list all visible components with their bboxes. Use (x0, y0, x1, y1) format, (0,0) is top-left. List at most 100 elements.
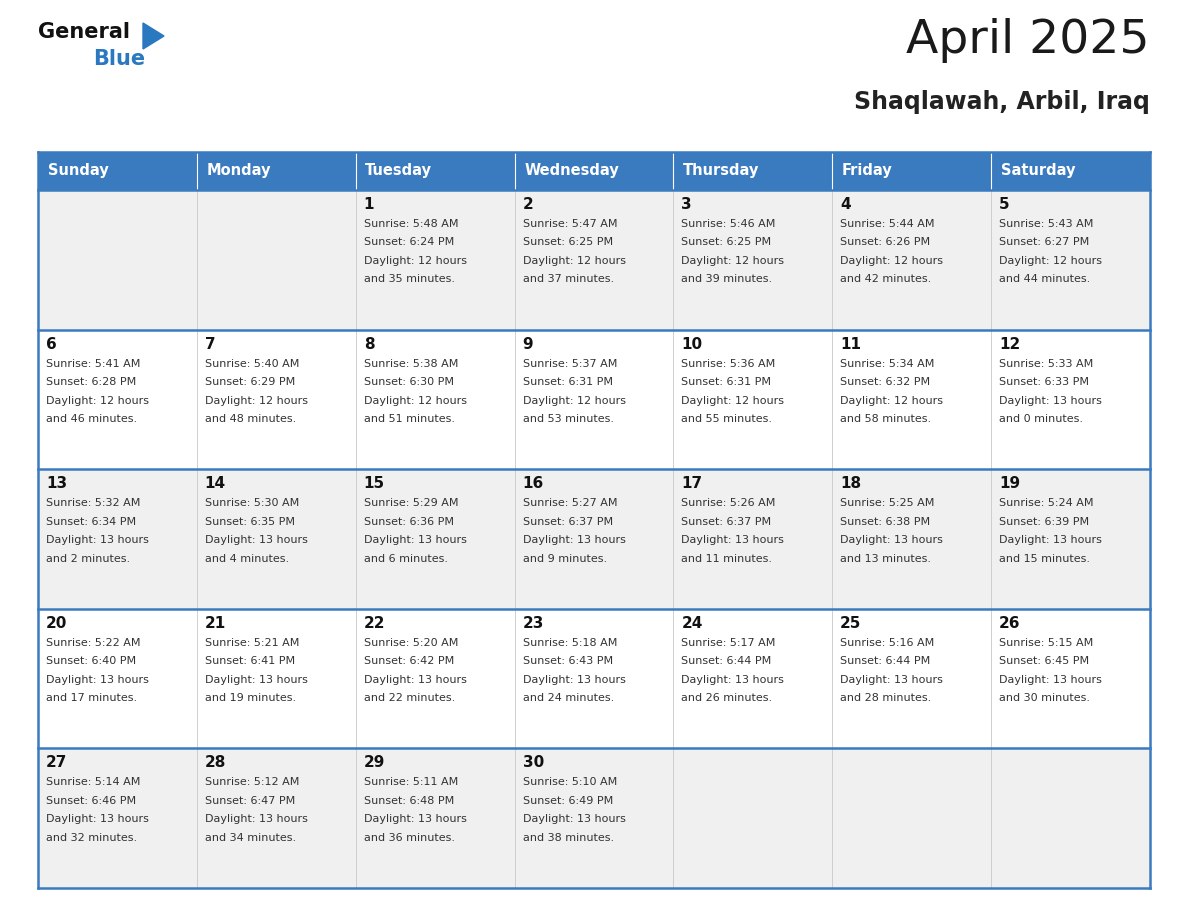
Text: Sunset: 6:36 PM: Sunset: 6:36 PM (364, 517, 454, 527)
Text: Sunset: 6:37 PM: Sunset: 6:37 PM (682, 517, 771, 527)
Bar (38, 152, 197, 190)
Text: 4: 4 (840, 197, 851, 212)
Text: Sunset: 6:44 PM: Sunset: 6:44 PM (840, 656, 930, 666)
Text: 8: 8 (364, 337, 374, 352)
Text: Sunset: 6:26 PM: Sunset: 6:26 PM (840, 238, 930, 248)
Text: and 58 minutes.: and 58 minutes. (840, 414, 931, 424)
Text: Sunrise: 5:22 AM: Sunrise: 5:22 AM (46, 638, 140, 648)
Text: Sunrise: 5:34 AM: Sunrise: 5:34 AM (840, 359, 935, 369)
Text: Sunset: 6:47 PM: Sunset: 6:47 PM (204, 796, 295, 806)
Bar (38, 609, 1150, 748)
Text: and 36 minutes.: and 36 minutes. (364, 833, 455, 843)
Text: 10: 10 (682, 337, 702, 352)
Text: Sunrise: 5:32 AM: Sunrise: 5:32 AM (46, 498, 140, 509)
Text: Sunset: 6:43 PM: Sunset: 6:43 PM (523, 656, 613, 666)
Text: Sunset: 6:39 PM: Sunset: 6:39 PM (999, 517, 1089, 527)
Text: and 17 minutes.: and 17 minutes. (46, 693, 137, 703)
Text: Sunrise: 5:17 AM: Sunrise: 5:17 AM (682, 638, 776, 648)
Text: Sunrise: 5:46 AM: Sunrise: 5:46 AM (682, 219, 776, 229)
Text: Sunset: 6:24 PM: Sunset: 6:24 PM (364, 238, 454, 248)
Text: Daylight: 13 hours: Daylight: 13 hours (364, 675, 467, 685)
Bar (38, 190, 1150, 330)
Text: 25: 25 (840, 616, 861, 631)
Text: Daylight: 13 hours: Daylight: 13 hours (46, 535, 148, 545)
Text: Sunrise: 5:41 AM: Sunrise: 5:41 AM (46, 359, 140, 369)
Bar (38, 469, 1150, 609)
Text: Sunrise: 5:27 AM: Sunrise: 5:27 AM (523, 498, 617, 509)
Text: 13: 13 (46, 476, 67, 491)
Text: Daylight: 12 hours: Daylight: 12 hours (46, 396, 148, 406)
Text: and 42 minutes.: and 42 minutes. (840, 274, 931, 285)
Text: and 2 minutes.: and 2 minutes. (46, 554, 129, 564)
Text: and 34 minutes.: and 34 minutes. (204, 833, 296, 843)
Text: 7: 7 (204, 337, 215, 352)
Text: and 6 minutes.: and 6 minutes. (364, 554, 448, 564)
Text: 1: 1 (364, 197, 374, 212)
Bar (38, 748, 1150, 888)
Text: Sunset: 6:46 PM: Sunset: 6:46 PM (46, 796, 137, 806)
Text: 20: 20 (46, 616, 68, 631)
Text: Sunrise: 5:26 AM: Sunrise: 5:26 AM (682, 498, 776, 509)
Text: Sunrise: 5:11 AM: Sunrise: 5:11 AM (364, 778, 457, 788)
Text: Shaqlawah, Arbil, Iraq: Shaqlawah, Arbil, Iraq (854, 90, 1150, 114)
Text: Daylight: 12 hours: Daylight: 12 hours (364, 256, 467, 266)
Text: Sunset: 6:25 PM: Sunset: 6:25 PM (682, 238, 771, 248)
Text: Sunrise: 5:25 AM: Sunrise: 5:25 AM (840, 498, 935, 509)
Text: 17: 17 (682, 476, 702, 491)
Text: Daylight: 12 hours: Daylight: 12 hours (364, 396, 467, 406)
Text: and 9 minutes.: and 9 minutes. (523, 554, 607, 564)
Text: Monday: Monday (207, 163, 271, 178)
Text: Sunrise: 5:43 AM: Sunrise: 5:43 AM (999, 219, 1093, 229)
Text: Sunrise: 5:21 AM: Sunrise: 5:21 AM (204, 638, 299, 648)
Text: Sunset: 6:30 PM: Sunset: 6:30 PM (364, 377, 454, 387)
Text: Sunset: 6:33 PM: Sunset: 6:33 PM (999, 377, 1089, 387)
Text: 16: 16 (523, 476, 544, 491)
Text: Sunset: 6:31 PM: Sunset: 6:31 PM (523, 377, 613, 387)
Text: Sunrise: 5:30 AM: Sunrise: 5:30 AM (204, 498, 299, 509)
Text: 3: 3 (682, 197, 691, 212)
Text: 27: 27 (46, 756, 68, 770)
Text: Daylight: 12 hours: Daylight: 12 hours (999, 256, 1102, 266)
Text: 23: 23 (523, 616, 544, 631)
Text: Sunrise: 5:47 AM: Sunrise: 5:47 AM (523, 219, 617, 229)
Text: 28: 28 (204, 756, 226, 770)
Text: 19: 19 (999, 476, 1020, 491)
Text: and 32 minutes.: and 32 minutes. (46, 833, 137, 843)
Text: Sunday: Sunday (48, 163, 108, 178)
Text: 11: 11 (840, 337, 861, 352)
Text: 26: 26 (999, 616, 1020, 631)
Text: Sunset: 6:48 PM: Sunset: 6:48 PM (364, 796, 454, 806)
Text: Daylight: 13 hours: Daylight: 13 hours (999, 675, 1102, 685)
Text: Daylight: 13 hours: Daylight: 13 hours (523, 535, 625, 545)
Text: Daylight: 12 hours: Daylight: 12 hours (682, 256, 784, 266)
Text: and 51 minutes.: and 51 minutes. (364, 414, 455, 424)
Text: Sunrise: 5:37 AM: Sunrise: 5:37 AM (523, 359, 617, 369)
Text: Daylight: 13 hours: Daylight: 13 hours (682, 535, 784, 545)
Text: and 44 minutes.: and 44 minutes. (999, 274, 1091, 285)
Text: 9: 9 (523, 337, 533, 352)
Bar (674, 152, 833, 190)
Text: and 19 minutes.: and 19 minutes. (204, 693, 296, 703)
Text: Daylight: 13 hours: Daylight: 13 hours (523, 814, 625, 824)
Text: Sunset: 6:27 PM: Sunset: 6:27 PM (999, 238, 1089, 248)
Text: and 38 minutes.: and 38 minutes. (523, 833, 614, 843)
Text: Sunset: 6:31 PM: Sunset: 6:31 PM (682, 377, 771, 387)
Text: and 4 minutes.: and 4 minutes. (204, 554, 289, 564)
Text: Sunrise: 5:10 AM: Sunrise: 5:10 AM (523, 778, 617, 788)
Text: 30: 30 (523, 756, 544, 770)
Text: Daylight: 12 hours: Daylight: 12 hours (840, 256, 943, 266)
Text: 14: 14 (204, 476, 226, 491)
Text: and 15 minutes.: and 15 minutes. (999, 554, 1091, 564)
Text: 6: 6 (46, 337, 57, 352)
Text: and 55 minutes.: and 55 minutes. (682, 414, 772, 424)
Text: 29: 29 (364, 756, 385, 770)
Text: 18: 18 (840, 476, 861, 491)
Text: Daylight: 12 hours: Daylight: 12 hours (204, 396, 308, 406)
Text: Sunrise: 5:48 AM: Sunrise: 5:48 AM (364, 219, 459, 229)
Text: Sunset: 6:38 PM: Sunset: 6:38 PM (840, 517, 930, 527)
Text: 2: 2 (523, 197, 533, 212)
Text: and 11 minutes.: and 11 minutes. (682, 554, 772, 564)
Text: Sunset: 6:32 PM: Sunset: 6:32 PM (840, 377, 930, 387)
Text: Daylight: 13 hours: Daylight: 13 hours (999, 396, 1102, 406)
Text: Tuesday: Tuesday (365, 163, 432, 178)
